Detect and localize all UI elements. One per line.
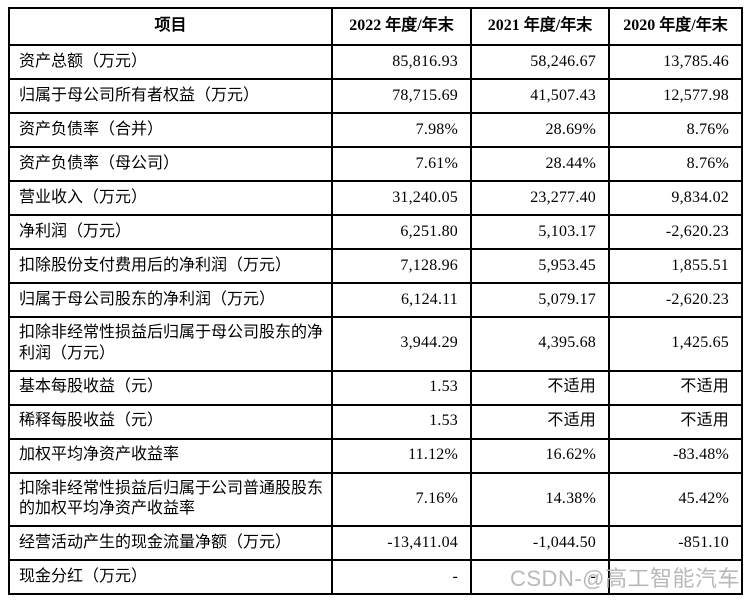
value-2021: 5,079.17: [470, 282, 610, 318]
value-2020: 8.76%: [608, 112, 743, 148]
value-2022: 6,251.80: [331, 214, 472, 250]
value-2021: 28.44%: [470, 146, 610, 182]
header-2022-column: 2022 年度/年末: [331, 7, 472, 46]
value-2021: 23,277.40: [470, 180, 610, 216]
value-2022: 11.12%: [331, 437, 472, 474]
header-2020-column: 2020 年度/年末: [608, 7, 743, 46]
header-2021-column: 2021 年度/年末: [470, 7, 610, 46]
value-2020: 13,785.46: [608, 44, 743, 80]
value-2021: 5,953.45: [470, 248, 610, 284]
value-2021: 16.62%: [470, 437, 610, 474]
value-2021: 4,395.68: [470, 316, 610, 372]
value-2020: -2,620.23: [608, 214, 743, 250]
table-body: 资产总额（万元） 85,816.93 58,246.67 13,785.46 归…: [8, 44, 743, 596]
table-row: 归属于母公司所有者权益（万元） 78,715.69 41,507.43 12,5…: [8, 78, 743, 114]
value-2022: 6,124.11: [331, 282, 472, 318]
value-2020: -2,620.23: [608, 282, 743, 318]
row-label: 基本每股收益（元）: [8, 369, 333, 406]
header-item-column: 项目: [8, 7, 333, 46]
value-2022: 78,715.69: [331, 78, 472, 114]
row-label: 归属于母公司所有者权益（万元）: [8, 78, 333, 114]
value-2022: 1.53: [331, 403, 472, 440]
table-row: 归属于母公司股东的净利润（万元） 6,124.11 5,079.17 -2,62…: [8, 282, 743, 318]
row-label: 稀释每股收益（元）: [8, 403, 333, 440]
value-2020: 1,855.51: [608, 248, 743, 284]
value-2022: -13,411.04: [331, 525, 472, 562]
row-label: 扣除非经常性损益后归属于母公司股东的净利润（万元）: [8, 316, 333, 372]
value-2021: 5,103.17: [470, 214, 610, 250]
value-2021: 不适用: [470, 403, 610, 440]
value-2020: 不适用: [608, 369, 743, 406]
table-row: 净利润（万元） 6,251.80 5,103.17 -2,620.23: [8, 214, 743, 250]
row-label: 加权平均净资产收益率: [8, 437, 333, 474]
value-2020: 1,425.65: [608, 316, 743, 372]
table-row: 资产总额（万元） 85,816.93 58,246.67 13,785.46: [8, 44, 743, 80]
table-row: 基本每股收益（元） 1.53 不适用 不适用: [8, 369, 743, 406]
table-row: 稀释每股收益（元） 1.53 不适用 不适用: [8, 403, 743, 440]
value-2020: 45.42%: [608, 471, 743, 528]
value-2020: 不适用: [608, 403, 743, 440]
table-row: 扣除非经常性损益后归属于母公司股东的净利润（万元） 3,944.29 4,395…: [8, 316, 743, 372]
row-label: 资产负债率（合并）: [8, 112, 333, 148]
table-row: 加权平均净资产收益率 11.12% 16.62% -83.48%: [8, 437, 743, 474]
value-2020: -: [608, 559, 743, 596]
row-label: 扣除非经常性损益后归属于公司普通股股东的加权平均净资产收益率: [8, 471, 333, 528]
row-label: 扣除股份支付费用后的净利润（万元）: [8, 248, 333, 284]
row-label: 资产总额（万元）: [8, 44, 333, 80]
value-2022: 7.98%: [331, 112, 472, 148]
value-2022: 7.61%: [331, 146, 472, 182]
table-row: 资产负债率（合并） 7.98% 28.69% 8.76%: [8, 112, 743, 148]
table-header-row: 项目 2022 年度/年末 2021 年度/年末 2020 年度/年末: [8, 7, 743, 46]
value-2022: 1.53: [331, 369, 472, 406]
table-row: 扣除股份支付费用后的净利润（万元） 7,128.96 5,953.45 1,85…: [8, 248, 743, 284]
value-2021: 58,246.67: [470, 44, 610, 80]
value-2021: -1,044.50: [470, 525, 610, 562]
row-label: 现金分红（万元）: [8, 559, 333, 596]
table-row: 资产负债率（母公司） 7.61% 28.44% 8.76%: [8, 146, 743, 182]
value-2021: 14.38%: [470, 471, 610, 528]
table-row: 经营活动产生的现金流量净额（万元） -13,411.04 -1,044.50 -…: [8, 525, 743, 562]
value-2022: -: [331, 559, 472, 596]
table-row: 现金分红（万元） - - -: [8, 559, 743, 596]
value-2022: 7.16%: [331, 471, 472, 528]
table-row: 营业收入（万元） 31,240.05 23,277.40 9,834.02: [8, 180, 743, 216]
value-2020: 9,834.02: [608, 180, 743, 216]
row-label: 资产负债率（母公司）: [8, 146, 333, 182]
row-label: 净利润（万元）: [8, 214, 333, 250]
value-2020: -83.48%: [608, 437, 743, 474]
value-2022: 85,816.93: [331, 44, 472, 80]
value-2021: 28.69%: [470, 112, 610, 148]
row-label: 归属于母公司股东的净利润（万元）: [8, 282, 333, 318]
financial-summary-table: 项目 2022 年度/年末 2021 年度/年末 2020 年度/年末 资产总额…: [8, 7, 743, 596]
value-2020: 8.76%: [608, 146, 743, 182]
value-2020: 12,577.98: [608, 78, 743, 114]
value-2021: 不适用: [470, 369, 610, 406]
value-2021: -: [470, 559, 610, 596]
value-2022: 7,128.96: [331, 248, 472, 284]
row-label: 营业收入（万元）: [8, 180, 333, 216]
value-2022: 31,240.05: [331, 180, 472, 216]
value-2022: 3,944.29: [331, 316, 472, 372]
row-label: 经营活动产生的现金流量净额（万元）: [8, 525, 333, 562]
value-2020: -851.10: [608, 525, 743, 562]
table-row: 扣除非经常性损益后归属于公司普通股股东的加权平均净资产收益率 7.16% 14.…: [8, 471, 743, 528]
value-2021: 41,507.43: [470, 78, 610, 114]
